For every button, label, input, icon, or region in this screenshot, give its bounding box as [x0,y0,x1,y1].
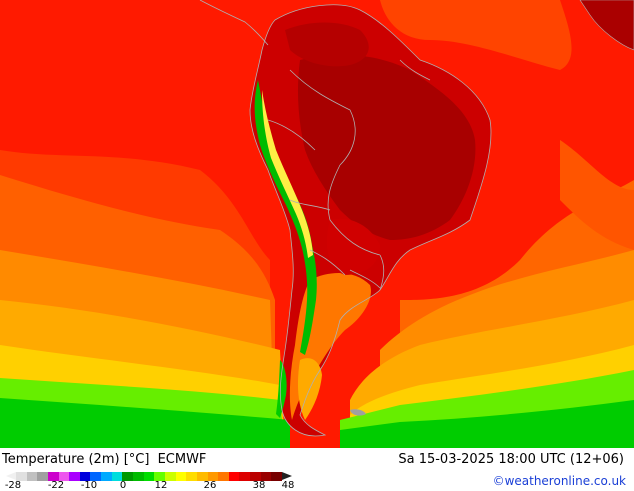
legend-swatch [16,472,27,481]
legend-max-arrow-icon [282,472,293,480]
legend-swatch [101,472,112,481]
legend-tick-label: 38 [252,480,266,491]
legend-swatch [90,472,102,481]
legend-swatch [37,472,48,481]
legend-swatch [133,472,144,481]
legend-swatch [26,472,38,481]
credit-link[interactable]: ©weatheronline.co.uk [492,474,626,488]
legend-tick-label: -28 [4,480,22,491]
legend-swatch [58,472,70,481]
north-orange-patch [380,0,572,70]
temperature-map [0,0,634,448]
legend-swatch [260,472,272,481]
color-legend [6,472,293,481]
legend-swatch [154,472,165,481]
falkland-islands [350,409,366,416]
parameter-label: Temperature (2m) [°C] [2,452,150,467]
legend-swatch [239,472,251,481]
legend-swatch [143,472,155,481]
legend-tick-label: -10 [80,480,98,491]
brazil-interior [297,54,476,240]
legend-swatch [271,472,283,481]
legend-ticks: -28 -22 -10 0 12 26 38 48 [0,481,310,491]
legend-swatch [250,472,261,481]
legend-tick-label: 0 [119,480,127,491]
legend-swatch [175,472,187,481]
legend-swatch [186,472,197,481]
legend-swatch [207,472,219,481]
valid-time: Sa 15-03-2025 18:00 UTC (12+06) [398,452,624,467]
legend-swatch [228,472,240,481]
legend-swatch [111,472,123,481]
map-title: Temperature (2m) [°C] ECMWF [2,453,206,467]
ne-orange-patch [560,140,634,250]
legend-swatch [218,472,229,481]
model-label: ECMWF [157,452,207,467]
legend-swatch [47,472,59,481]
legend-swatch [79,472,91,481]
legend-tick-label: 12 [154,480,168,491]
chaco-red [326,218,380,275]
map-canvas [0,0,634,448]
legend-swatch [164,472,176,481]
legend-swatch [122,472,134,481]
andes-yellow [262,90,313,258]
central-america-coast [199,0,269,46]
amazon-north [285,22,369,67]
legend-tick-label: 26 [203,480,217,491]
patagonia-green [276,360,287,418]
legend-tick-label: -22 [47,480,65,491]
ocean-band-green [0,398,290,448]
legend-min-arrow-icon [6,472,16,480]
legend-swatch [196,472,208,481]
legend-swatch [69,472,80,481]
atlantic-band-green [340,400,634,448]
legend-tick-label: 48 [281,480,295,491]
